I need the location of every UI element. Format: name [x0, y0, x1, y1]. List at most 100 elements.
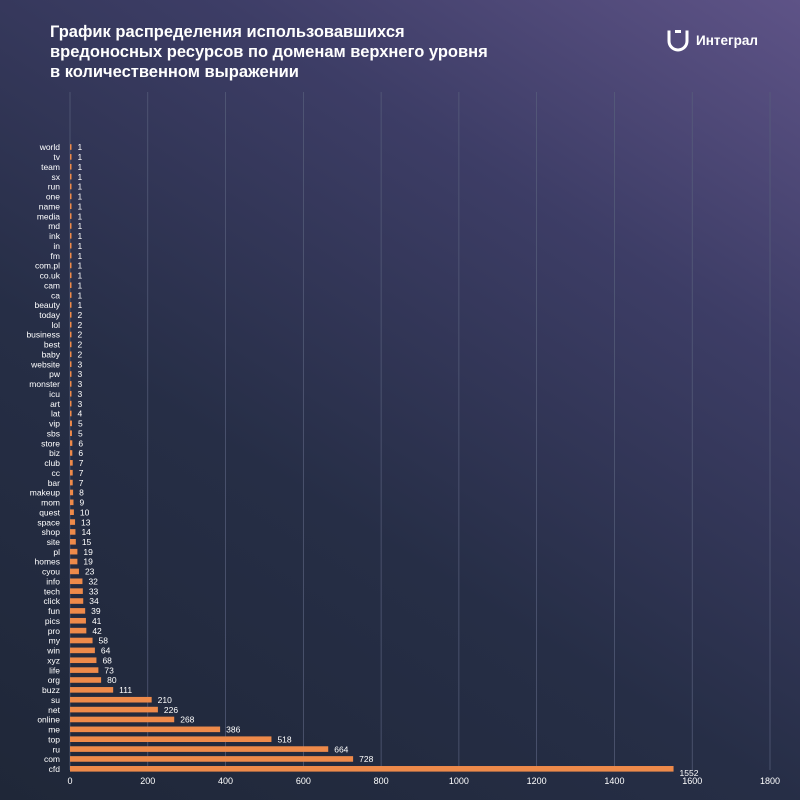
bar [70, 726, 221, 733]
data-label: 3 [78, 389, 83, 399]
bar [70, 558, 78, 565]
data-label: 10 [80, 507, 90, 517]
category-label: ca [51, 290, 60, 300]
category-label: xyz [47, 655, 60, 665]
bar [70, 321, 72, 328]
data-label: 1 [78, 280, 83, 290]
data-label: 39 [91, 606, 101, 616]
bar [70, 667, 99, 673]
bar [70, 548, 78, 555]
data-label: 7 [79, 478, 84, 488]
data-label: 8 [79, 488, 84, 498]
data-label: 2 [78, 320, 83, 330]
bar [70, 598, 84, 604]
data-label: 19 [83, 557, 93, 567]
data-label: 386 [226, 725, 240, 735]
data-label: 1 [78, 201, 83, 211]
data-label: 1 [78, 152, 83, 162]
data-label: 15 [82, 537, 92, 547]
category-label: makeup [30, 488, 61, 498]
category-label: store [41, 438, 60, 448]
x-tick-label: 200 [140, 776, 155, 786]
data-label: 1 [78, 241, 83, 251]
data-label: 210 [158, 695, 172, 705]
bar [70, 213, 72, 219]
category-label: org [48, 675, 61, 685]
bar [70, 390, 72, 397]
data-label: 5 [78, 419, 83, 429]
bar [70, 292, 72, 298]
category-label: tech [44, 586, 60, 596]
x-tick-label: 1800 [760, 776, 780, 786]
data-label: 7 [79, 458, 84, 468]
category-label: tv [53, 152, 60, 162]
bar [70, 716, 175, 723]
bar [70, 183, 72, 190]
x-tick-label: 400 [218, 776, 233, 786]
bar [70, 588, 83, 594]
data-label: 1 [78, 231, 83, 241]
data-label: 1 [78, 142, 83, 152]
data-label: 1 [78, 162, 83, 172]
bar [70, 361, 72, 367]
data-label: 14 [81, 527, 91, 537]
bar [70, 420, 72, 427]
x-tick-label: 1400 [604, 776, 624, 786]
bar [70, 469, 73, 476]
data-label: 1 [78, 211, 83, 221]
data-label: 1 [78, 221, 83, 231]
category-label: click [43, 596, 60, 606]
x-tick-label: 1000 [449, 776, 469, 786]
bar [70, 499, 74, 506]
category-label: life [49, 665, 60, 675]
bar [70, 539, 76, 545]
data-label: 2 [78, 330, 83, 340]
category-label: cam [44, 280, 60, 290]
category-label: lat [51, 409, 61, 419]
data-label: 518 [277, 734, 291, 744]
category-label: info [46, 576, 60, 586]
data-label: 3 [78, 369, 83, 379]
data-label: 1 [78, 172, 83, 182]
category-label: team [41, 162, 60, 172]
data-label: 13 [81, 517, 91, 527]
category-label: quest [39, 507, 60, 517]
logo-text: Интеграл [696, 32, 758, 48]
category-label: pw [49, 369, 61, 379]
category-label: icu [49, 389, 60, 399]
category-label: vip [49, 419, 60, 429]
category-label: win [46, 646, 60, 656]
category-label: space [37, 517, 60, 527]
category-label: best [44, 340, 61, 350]
chart-title-line-3: в количественном выражении [50, 63, 299, 81]
bar [70, 381, 72, 387]
bar [70, 371, 72, 377]
data-label: 1 [78, 300, 83, 310]
category-label: in [53, 241, 60, 251]
category-label: my [49, 636, 61, 646]
category-label: top [48, 734, 60, 744]
bar [70, 746, 329, 752]
data-label: 4 [78, 409, 83, 419]
data-label: 1 [78, 261, 83, 271]
bar [70, 203, 72, 210]
bar [70, 637, 93, 644]
bar [70, 163, 72, 170]
bar [70, 341, 72, 348]
bar [70, 450, 73, 456]
category-label: pro [48, 626, 61, 636]
bar [70, 242, 72, 249]
data-label: 34 [89, 596, 99, 606]
category-label: pics [45, 616, 60, 626]
category-label: fun [48, 606, 60, 616]
bar [70, 479, 73, 486]
bar [70, 489, 74, 496]
data-label: 1 [78, 290, 83, 300]
data-label: 73 [104, 665, 114, 675]
bar [70, 509, 74, 515]
category-label: business [26, 330, 60, 340]
category-label: sbs [47, 428, 60, 438]
category-label: name [39, 201, 61, 211]
category-label: world [39, 142, 61, 152]
category-label: ru [52, 744, 60, 754]
